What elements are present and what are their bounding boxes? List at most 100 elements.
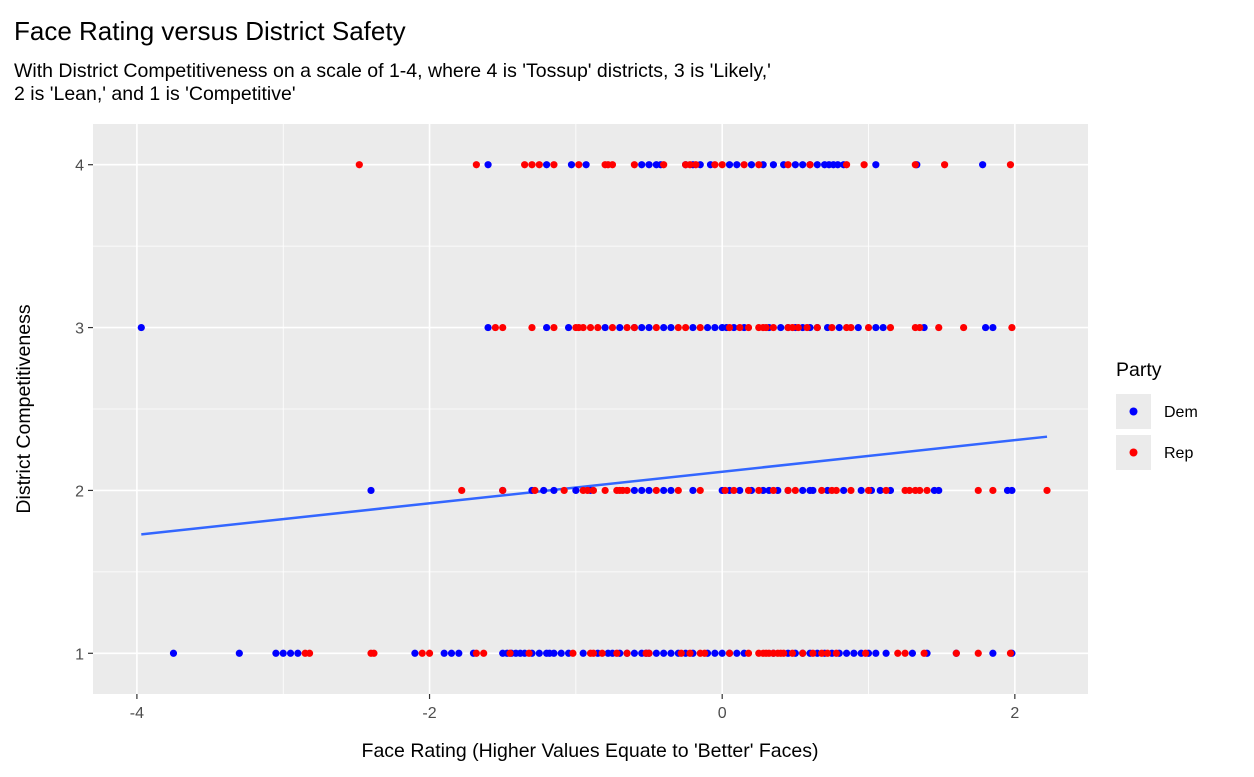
data-point-dem [645,486,653,495]
legend-key-rep [1129,448,1138,457]
data-point-rep [652,323,660,332]
data-point-rep [677,649,685,657]
data-point-rep [847,323,855,332]
data-point-dem [799,486,807,495]
data-point-rep [799,649,807,657]
data-point-rep [686,161,694,169]
data-point-dem [989,323,997,332]
data-point-rep [608,323,617,332]
data-point-rep [941,161,949,169]
legend-label-rep: Rep [1164,445,1193,462]
data-point-rep [882,486,890,495]
data-point-dem [876,486,884,495]
data-point-dem [733,649,741,657]
data-point-rep [521,161,529,169]
data-point-dem [908,649,917,657]
data-point-dem [872,649,880,657]
data-point-rep [923,486,931,495]
data-point-dem [660,649,668,657]
data-point-rep [535,161,543,169]
data-point-rep [894,649,902,657]
y-axis-title: District Competitiveness [13,304,35,513]
data-point-rep [818,486,826,495]
data-point-dem [703,323,712,332]
data-point-rep [809,649,817,657]
data-point-dem [484,161,492,169]
data-point-rep [952,649,960,657]
data-point-dem [550,649,558,657]
data-point-dem [616,323,624,332]
data-point-dem [645,323,653,332]
data-point-rep [864,486,873,495]
x-axis: -4 -2 0 2 [130,694,1019,722]
data-point-rep [645,649,653,657]
legend-key-dem [1129,407,1138,416]
data-point-rep [935,323,943,332]
data-point-rep [660,161,668,169]
data-point-rep [725,649,734,657]
data-point-dem [857,486,865,495]
data-point-rep [598,649,606,657]
x-tick-label: 2 [1010,705,1019,722]
data-point-rep [305,649,314,657]
data-point-rep [480,649,488,657]
data-point-rep [791,486,799,495]
data-point-rep [696,323,704,332]
data-point-rep [911,161,919,169]
data-point-dem [711,323,719,332]
data-point-rep [674,323,682,332]
data-point-rep [674,486,682,495]
data-point-rep [601,486,609,495]
data-point-rep [1043,486,1051,495]
data-point-rep [491,323,499,332]
data-point-rep [1006,649,1015,657]
chart-title: Face Rating versus District Safety [14,16,406,46]
data-point-rep [718,161,726,169]
data-point-rep [589,649,598,657]
data-point-rep [813,323,821,332]
data-point-dem [981,323,990,332]
data-point-dem [235,649,243,657]
data-point-dem [736,486,744,495]
data-point-rep [560,486,568,495]
data-point-rep [916,486,924,495]
data-point-rep [823,649,832,657]
legend-title: Party [1116,359,1162,381]
chart-subtitle: With District Competitiveness on a scale… [14,60,1114,106]
data-point-dem [718,649,726,657]
data-point-rep [583,486,592,495]
data-point-dem [169,649,178,657]
data-point-dem [550,486,558,495]
data-point-rep [623,649,631,657]
data-point-rep [974,649,982,657]
legend-label-dem: Dem [1164,404,1198,421]
y-axis: 1 2 3 4 [75,158,93,663]
data-point-rep [608,161,617,169]
data-point-rep [740,161,748,169]
data-point-rep [832,486,840,495]
data-point-rep [575,161,583,169]
data-point-rep [744,649,753,657]
data-point-rep [531,486,539,495]
data-point-rep [920,649,928,657]
data-point-dem [567,161,576,169]
data-point-rep [730,486,738,495]
data-point-dem [809,486,817,495]
data-point-dem [872,161,880,169]
data-point-rep [725,323,734,332]
data-point-rep [901,649,909,657]
data-point-dem [835,323,843,332]
data-point-rep [916,323,924,332]
data-point-rep [960,323,968,332]
data-point-dem [935,486,943,495]
data-point-dem [440,649,448,657]
data-point-rep [1006,161,1015,169]
data-point-dem [989,649,997,657]
data-point-rep [652,486,660,495]
data-point-rep [506,649,514,657]
data-point-rep [721,486,729,495]
data-point-rep [794,323,802,332]
data-point-dem [725,161,734,169]
data-point-rep [696,486,704,495]
